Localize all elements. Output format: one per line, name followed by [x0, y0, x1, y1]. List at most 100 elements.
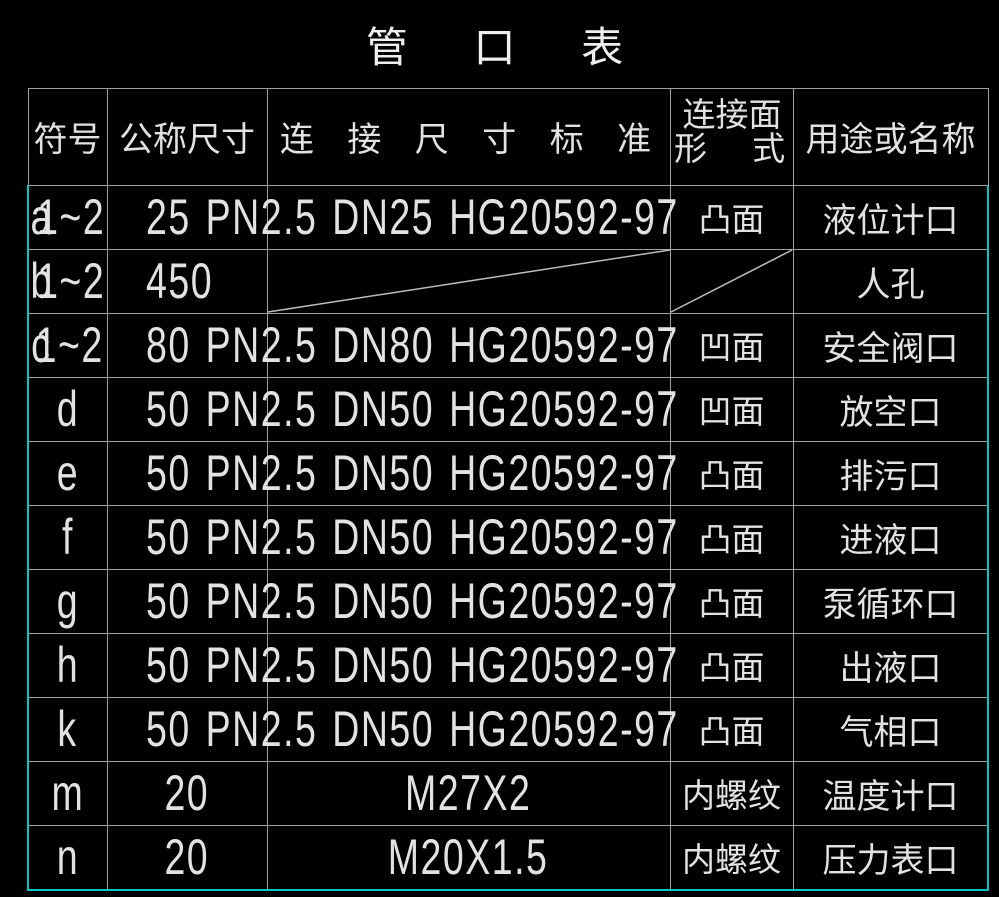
row-face-form: 凸面	[670, 633, 793, 697]
column-header-connection-standard: 连 接 尺 寸 标 准	[267, 88, 670, 185]
column-header-usage-label: 用途或名称	[805, 121, 976, 159]
row-face-form-text: 内螺纹	[682, 841, 781, 878]
row-symbol-text: e	[56, 445, 79, 501]
row-size-and-standard-text: 50 PN2.5 DN50 HG20592-97	[146, 637, 679, 693]
row-usage-name: 人孔	[793, 249, 988, 313]
outer-border-right	[987, 185, 989, 889]
row-usage-name-text: 泵循环口	[822, 585, 959, 624]
column-header-face-form-line1: 连接面	[682, 96, 782, 133]
row-usage-name: 安全阀口	[793, 313, 988, 377]
row-symbol: f	[28, 505, 107, 569]
row-symbol: n	[28, 825, 107, 889]
row-usage-name: 排污口	[793, 441, 988, 505]
row-size-and-standard-text: 80 PN2.5 DN80 HG20592-97	[146, 317, 679, 373]
column-header-connection-standard-label: 连 接 尺 寸 标 准	[279, 121, 658, 159]
row-symbol-text: m	[51, 765, 84, 821]
row-size-and-standard: 50 PN2.5 DN50 HG20592-97	[146, 569, 856, 633]
row-size-and-standard: 450	[146, 249, 235, 313]
row-face-form: 凸面	[670, 697, 793, 761]
row-size-and-standard-text: 50 PN2.5 DN50 HG20592-97	[146, 509, 679, 565]
grid-line-column	[267, 88, 268, 889]
grid-line-top	[28, 88, 988, 89]
grid-line-row	[28, 377, 988, 378]
row-usage-name: 液位计口	[793, 185, 988, 249]
row-standard-text: M27X2	[405, 765, 532, 821]
row-symbol: c1~2	[28, 313, 107, 377]
row-face-form: 凹面	[670, 377, 793, 441]
symbol-subscript: 1	[35, 317, 59, 373]
symbol-subscript: 1	[36, 189, 60, 245]
row-standard: M27X2	[267, 761, 670, 825]
row-symbol-text: d	[56, 381, 79, 437]
row-usage-name: 进液口	[793, 505, 988, 569]
row-size-and-standard-text: 50 PN2.5 DN50 HG20592-97	[146, 445, 679, 501]
row-symbol: a1~2	[28, 185, 107, 249]
column-header-nominal-size-label: 公称尺寸	[119, 121, 255, 159]
row-standard: M20X1.5	[267, 825, 670, 889]
row-size-and-standard-text: 450	[146, 253, 214, 309]
row-face-form-text: 凸面	[698, 649, 765, 686]
row-size-and-standard: 80 PN2.5 DN80 HG20592-97	[146, 313, 856, 377]
row-usage-name-text: 人孔	[856, 265, 925, 304]
row-symbol-text: g	[56, 573, 79, 629]
grid-line-row	[28, 697, 988, 698]
row-size-and-standard: 50 PN2.5 DN50 HG20592-97	[146, 505, 856, 569]
row-face-form: 凹面	[670, 313, 793, 377]
row-symbol-text: c1~2	[31, 317, 104, 373]
row-symbol-text: n	[56, 829, 79, 885]
row-usage-name-text: 液位计口	[822, 201, 959, 240]
row-symbol-text: a1~2	[30, 189, 105, 245]
row-usage-name-text: 排污口	[839, 457, 942, 496]
row-symbol: b1~2	[28, 249, 107, 313]
grid-line-column	[793, 88, 794, 889]
column-header-symbol-label: 符号	[33, 121, 102, 159]
symbol-subscript: 1	[36, 253, 60, 309]
column-header-nominal-size: 公称尺寸	[107, 88, 267, 185]
column-header-usage: 用途或名称	[793, 88, 988, 185]
row-face-form: 内螺纹	[670, 761, 793, 825]
grid-line-row	[28, 825, 988, 826]
row-standard-text: M20X1.5	[388, 829, 549, 885]
row-symbol-text: f	[61, 509, 74, 565]
drawing-title: 管 口 表	[365, 24, 634, 71]
row-symbol-text: b1~2	[30, 253, 105, 309]
row-nominal-size-text: 20	[164, 829, 210, 885]
grid-line-row	[28, 633, 988, 634]
row-face-form-text: 凸面	[698, 521, 765, 558]
row-face-form-text: 凸面	[698, 201, 765, 238]
row-nominal-size: 20	[107, 825, 267, 889]
row-usage-name: 温度计口	[793, 761, 988, 825]
row-usage-name: 压力表口	[793, 825, 988, 889]
row-face-form: 凸面	[670, 569, 793, 633]
grid-line-right-header	[988, 88, 989, 185]
column-header-face-form-line2: 形 式	[674, 130, 804, 167]
grid-line-row	[28, 441, 988, 442]
row-symbol: h	[28, 633, 107, 697]
row-symbol: m	[28, 761, 107, 825]
row-nominal-size-text: 20	[164, 765, 210, 821]
row-symbol: e	[28, 441, 107, 505]
row-symbol-text: h	[56, 637, 79, 693]
row-symbol: g	[28, 569, 107, 633]
row-size-and-standard: 50 PN2.5 DN50 HG20592-97	[146, 633, 856, 697]
grid-line-left-header	[28, 88, 29, 185]
row-usage-name-text: 出液口	[839, 649, 942, 688]
row-usage-name-text: 气相口	[839, 713, 942, 752]
row-face-form: 凸面	[670, 185, 793, 249]
row-usage-name: 放空口	[793, 377, 988, 441]
row-usage-name-text: 压力表口	[822, 841, 959, 880]
row-symbol-text: k	[57, 701, 78, 757]
outer-border-bottom	[27, 889, 989, 891]
row-size-and-standard-text: 50 PN2.5 DN50 HG20592-97	[146, 573, 679, 629]
row-size-and-standard: 50 PN2.5 DN50 HG20592-97	[146, 441, 856, 505]
row-usage-name-text: 进液口	[839, 521, 942, 560]
row-size-and-standard-text: 25 PN2.5 DN25 HG20592-97	[146, 189, 679, 245]
row-face-form: 凸面	[670, 505, 793, 569]
grid-line-row	[28, 569, 988, 570]
column-header-face-form: 连接面 形 式	[668, 98, 796, 166]
row-face-form-text: 凸面	[698, 713, 765, 750]
row-face-form-text: 凹面	[698, 329, 765, 366]
grid-line-column	[670, 88, 671, 889]
grid-line-column	[107, 88, 108, 889]
